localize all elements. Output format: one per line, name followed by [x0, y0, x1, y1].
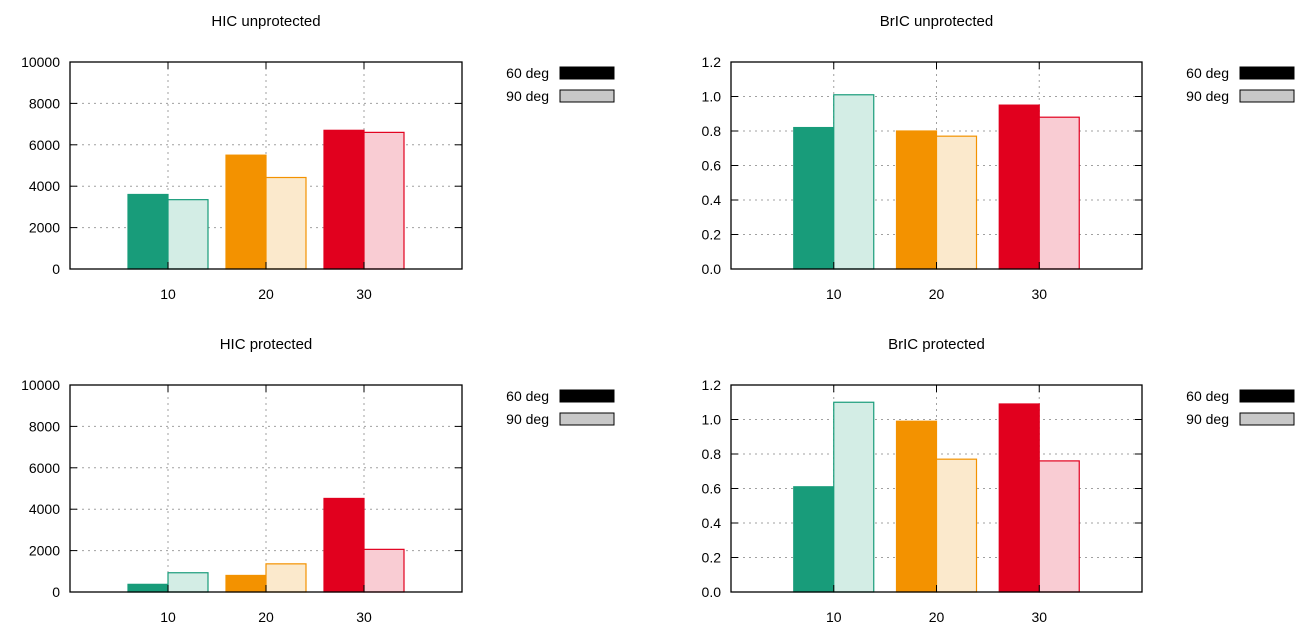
chart-bric-protected: BrIC protected 0.0 0.2 0.4 0.6 0.8 1.0 1.2 10 20 3… — [702, 336, 1295, 622]
legend-label: 60 deg — [506, 388, 549, 404]
y-tick-label: 1.2 — [702, 377, 722, 393]
bar-90deg-30 — [363, 548, 405, 593]
y-tick-label: 8000 — [29, 418, 60, 434]
bar-90deg-20 — [265, 563, 307, 593]
legend-label: 90 deg — [1186, 88, 1229, 104]
legend-swatch — [559, 412, 615, 426]
bar-60deg-20 — [895, 130, 938, 270]
y-tick-label: 8000 — [29, 95, 60, 111]
x-tick-label: 30 — [356, 609, 372, 622]
bar-60deg-20 — [895, 420, 938, 593]
y-tick-label: 4000 — [29, 178, 60, 194]
bar-60deg-20 — [225, 154, 267, 270]
x-tick-label: 30 — [1031, 286, 1047, 302]
y-tick-label: 4000 — [29, 501, 60, 517]
x-tick-label: 10 — [826, 286, 842, 302]
chart-bric-unprotected: BrIC unprotected 0.0 0.2 0.4 0.6 0.8 1.0 1.2 10 2… — [702, 13, 1295, 302]
legend-swatch — [1239, 89, 1295, 103]
y-tick-label: 2000 — [29, 220, 60, 236]
x-tick-label: 10 — [160, 609, 176, 622]
y-tick-label: 1.2 — [702, 54, 722, 70]
chart-title: BrIC unprotected — [880, 13, 993, 30]
bar-60deg-10 — [793, 126, 835, 270]
legend-swatch — [559, 89, 615, 103]
bar-90deg-20 — [265, 176, 307, 270]
y-tick-label: 0.6 — [702, 481, 722, 497]
bar-90deg-10 — [833, 94, 875, 270]
y-tick-label: 10000 — [21, 377, 60, 393]
bar-90deg-20 — [935, 458, 978, 593]
legend-label: 60 deg — [1186, 65, 1229, 81]
x-tick-label: 30 — [356, 286, 372, 302]
chart-title: BrIC protected — [888, 336, 985, 353]
bar-90deg-10 — [167, 572, 209, 593]
y-tick-label: 10000 — [21, 54, 60, 70]
bar-60deg-20 — [225, 574, 267, 593]
y-tick-label: 0.2 — [702, 227, 722, 243]
y-tick-label: 2000 — [29, 543, 60, 559]
bar-90deg-30 — [1038, 460, 1080, 593]
x-tick-label: 20 — [258, 609, 274, 622]
bar-60deg-30 — [323, 497, 365, 593]
bar-60deg-30 — [323, 129, 365, 270]
x-tick-label: 20 — [929, 286, 945, 302]
y-tick-label: 0.0 — [702, 261, 722, 277]
bar-90deg-30 — [1038, 116, 1080, 270]
bar-90deg-10 — [167, 199, 209, 270]
x-tick-label: 30 — [1031, 609, 1047, 622]
y-tick-label: 0.8 — [702, 446, 722, 462]
bar-90deg-20 — [935, 135, 978, 270]
legend-label: 90 deg — [506, 411, 549, 427]
x-tick-label: 10 — [160, 286, 176, 302]
bar-60deg-10 — [793, 486, 835, 593]
bar-60deg-10 — [127, 583, 169, 593]
y-tick-label: 1.0 — [702, 412, 722, 428]
bar-60deg-10 — [127, 193, 169, 270]
chart-title: HIC protected — [220, 336, 313, 353]
y-tick-label: 0 — [52, 584, 60, 600]
y-tick-label: 6000 — [29, 460, 60, 476]
chart-title: HIC unprotected — [211, 13, 320, 30]
legend-swatch — [1239, 412, 1295, 426]
legend-label: 90 deg — [1186, 411, 1229, 427]
legend-label: 60 deg — [1186, 388, 1229, 404]
x-tick-label: 20 — [929, 609, 945, 622]
chart-hic-unprotected: HIC unprotected 0 2000 4000 6000 8000 10000 10 2… — [21, 13, 615, 302]
legend-label: 60 deg — [506, 65, 549, 81]
legend-label: 90 deg — [506, 88, 549, 104]
chart-hic-protected: HIC protected 0 2000 4000 6000 8000 10000 10 20 3… — [21, 336, 615, 622]
bar-90deg-10 — [833, 401, 875, 593]
bar-60deg-30 — [998, 403, 1040, 593]
legend-swatch — [1239, 66, 1295, 80]
x-tick-label: 10 — [826, 609, 842, 622]
y-tick-label: 6000 — [29, 137, 60, 153]
y-tick-label: 0.0 — [702, 584, 722, 600]
y-tick-label: 0.4 — [702, 515, 722, 531]
legend-swatch — [559, 389, 615, 403]
bar-90deg-30 — [363, 131, 405, 270]
y-tick-label: 0.8 — [702, 123, 722, 139]
legend-swatch — [559, 66, 615, 80]
y-tick-label: 1.0 — [702, 89, 722, 105]
bar-60deg-30 — [998, 104, 1040, 270]
x-tick-label: 20 — [258, 286, 274, 302]
y-tick-label: 0.4 — [702, 192, 722, 208]
y-tick-label: 0.6 — [702, 158, 722, 174]
y-tick-label: 0.2 — [702, 550, 722, 566]
legend-swatch — [1239, 389, 1295, 403]
y-tick-label: 0 — [52, 261, 60, 277]
